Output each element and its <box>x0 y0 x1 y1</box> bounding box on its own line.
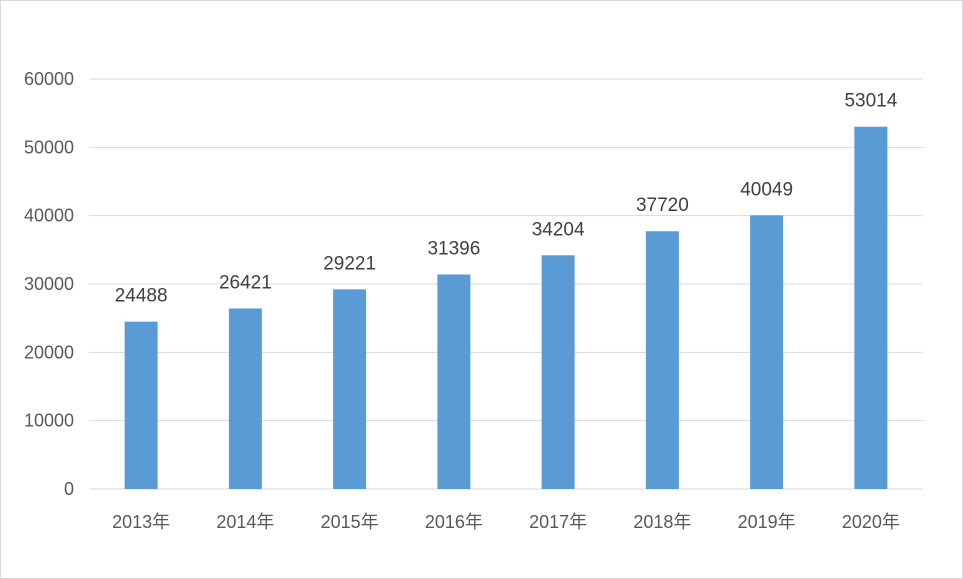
y-tick-label: 30000 <box>24 274 74 294</box>
bars <box>124 126 888 489</box>
bar-2013年 <box>124 321 158 489</box>
y-axis-tick-labels: 0 10000 20000 30000 40000 50000 60000 <box>24 69 74 499</box>
data-label: 53014 <box>844 91 897 112</box>
bar-2019年 <box>750 215 784 489</box>
bar-2015年 <box>333 289 367 489</box>
y-tick-label: 50000 <box>24 137 74 157</box>
data-label: 31396 <box>427 238 480 259</box>
data-label: 40049 <box>740 179 793 200</box>
gridlines <box>89 78 923 490</box>
y-tick-label: 40000 <box>24 206 74 226</box>
x-tick-label: 2014年 <box>216 512 274 532</box>
x-tick-label: 2019年 <box>738 512 796 532</box>
y-tick-label: 10000 <box>24 411 74 431</box>
bar-2018年 <box>645 231 679 489</box>
bar-2014年 <box>228 308 262 489</box>
bar-2017年 <box>541 255 575 489</box>
data-label: 26421 <box>219 272 272 293</box>
x-tick-label: 2018年 <box>633 512 691 532</box>
bar-2016年 <box>437 274 471 489</box>
x-tick-label: 2017年 <box>529 512 587 532</box>
y-tick-label: 60000 <box>24 69 74 89</box>
y-tick-label: 0 <box>64 479 74 499</box>
data-label: 24488 <box>115 286 168 307</box>
x-tick-label: 2013年 <box>112 512 170 532</box>
data-labels: 24488 26421 29221 31396 34204 37720 40049 53014 <box>115 91 898 307</box>
bar-2020年 <box>854 126 888 489</box>
x-tick-label: 2016年 <box>425 512 483 532</box>
data-label: 29221 <box>323 253 376 274</box>
x-axis-tick-labels: 2013年 2014年 2015年 2016年 2017年 2018年 2019年 2020年 <box>112 512 900 532</box>
x-tick-label: 2015年 <box>321 512 379 532</box>
data-label: 37720 <box>636 195 689 216</box>
y-tick-label: 20000 <box>24 342 74 362</box>
data-label: 34204 <box>532 219 585 240</box>
x-tick-label: 2020年 <box>842 512 900 532</box>
